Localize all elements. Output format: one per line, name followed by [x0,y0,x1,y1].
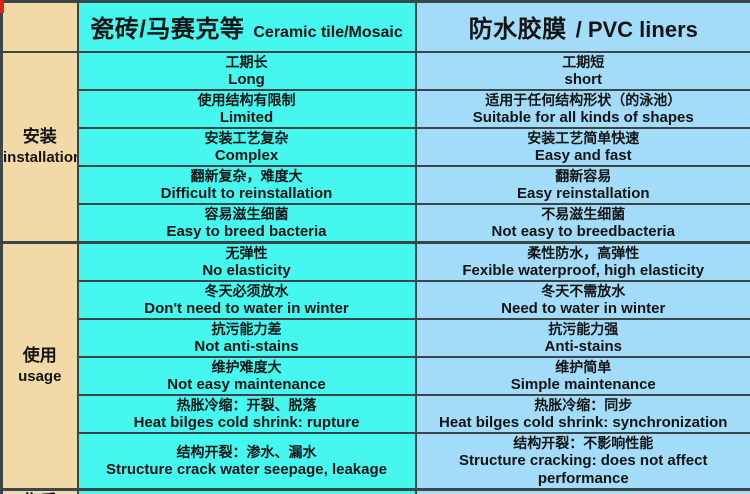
tile-attribute-cell: 容易滋生细菌 Easy to breed bacteria [76,202,417,243]
en-text: Need to water in winter [501,299,666,317]
pvc-header-en: / PVC liners [575,17,698,43]
pvc-attribute-cell: 工期短 short [414,50,750,91]
pvc-attribute-cell: 翻新容易 Easy reinstallation [414,164,750,205]
zh-text: 结构开裂：不影响性能 [513,434,654,451]
header-label-cell [0,0,79,53]
en-text: Not easy maintenance [167,375,326,393]
zh-text: 抗污能力差 [211,320,282,337]
tile-attribute-cell: 冬天必须放水 Don't need to water in winter [76,279,417,320]
en-text: Long [228,70,265,88]
zh-text: 热胀冷缩：同步 [534,396,633,413]
zh-text: 容易滋生细菌 [204,205,289,222]
pvc-attribute-cell: 柔性防水，高弹性 Fexible waterproof, high elasti… [414,240,750,282]
group-label-installation: 安装 installation [0,50,79,243]
table-row: 使用 usage 无弹性 No elasticity 柔性防水，高弹性 Fexi… [0,240,750,490]
zh-text: 柔性防水，高弹性 [527,244,640,261]
en-text: Anti-stains [544,337,622,355]
zh-text: 冬天必须放水 [204,282,289,299]
zh-text: 冬天不需放水 [541,282,626,299]
table-row: 安装工艺复杂 Complex 安装工艺简单快速 Easy and fast [2,126,750,167]
table-row: 售后 warranty 两三年需维护一次 Need to maintain tw… [0,487,750,494]
table-row: 翻新复杂，难度大 Difficult to reinstallation 翻新容… [2,164,750,205]
pvc-attribute-cell: 不易滋生细菌 Not easy to breedbacteria [414,202,750,243]
zh-text: 结构开裂：渗水、漏水 [176,443,317,460]
group-label-en: usage [18,367,62,385]
pvc-attribute-cell: 抗污能力强 Anti-stains [414,317,750,358]
tile-attribute-cell: 结构开裂：渗水、漏水 Structure crack water seepage… [76,431,417,490]
en-text: Complex [214,146,279,164]
pvc-header-zh: 防水胶膜 [468,16,567,44]
header-pvc-cell: 防水胶膜 / PVC liners [414,0,750,53]
en-text: Easy to breed bacteria [166,222,327,240]
tile-header-en: Ceramic tile/Mosaic [253,24,403,42]
en-text: Fexible waterproof, high elasticity [462,261,705,279]
table-row: 容易滋生细菌 Easy to breed bacteria 不易滋生细菌 Not… [2,202,750,243]
pvc-attribute-cell: 冬天不需放水 Need to water in winter [414,279,750,320]
zh-text: 翻新容易 [555,167,612,184]
zh-text: 适用于任何结构形状（的泳池） [485,91,682,108]
pvc-attribute-cell: 适用于任何结构形状（的泳池） Suitable for all kinds of… [414,88,750,129]
header-row: 瓷砖/马赛克等 Ceramic tile/Mosaic 防水胶膜 / PVC l… [0,0,750,53]
tile-attribute-cell: 热胀冷缩：开裂、脱落 Heat bilges cold shrink: rupt… [76,393,417,434]
zh-text: 热胀冷缩：开裂、脱落 [176,396,317,413]
group-label-zh: 售后 [4,492,76,494]
tile-attribute-cell: 维护难度大 Not easy maintenance [76,355,417,396]
en-text: Limited [219,108,274,126]
group-label-warranty: 售后 warranty [0,487,79,494]
table-row: 热胀冷缩：开裂、脱落 Heat bilges cold shrink: rupt… [2,393,750,434]
en-text: Structure cracking: does not affect perf… [459,451,708,487]
table-row: 冬天必须放水 Don't need to water in winter 冬天不… [2,279,750,320]
en-text: No elasticity [202,261,291,279]
group-label-usage: 使用 usage [0,240,79,490]
pvc-attribute-cell: 结构开裂：不影响性能 Structure cracking: does not … [414,431,750,490]
table-row: 抗污能力差 Not anti-stains 抗污能力强 Anti-stains [2,317,750,358]
zh-text: 安装工艺复杂 [204,129,289,146]
en-text: Simple maintenance [510,375,656,393]
zh-text: 使用结构有限制 [197,91,296,108]
en-text: Easy and fast [534,146,632,164]
table-row: 使用结构有限制 Limited 适用于任何结构形状（的泳池） Suitable … [2,88,750,129]
tile-attribute-cell: 抗污能力差 Not anti-stains [76,317,417,358]
tile-attribute-cell: 无弹性 No elasticity [76,240,417,282]
group-label-zh: 使用 [22,345,57,365]
zh-text: 安装工艺简单快速 [527,129,640,146]
en-text: Not easy to breedbacteria [491,222,675,240]
header-tile-cell: 瓷砖/马赛克等 Ceramic tile/Mosaic [76,0,417,53]
zh-text: 维护简单 [555,358,612,375]
tile-attribute-cell: 两三年需维护一次 Need to maintain two or three y… [76,487,417,494]
en-text: Don't need to water in winter [144,299,349,317]
zh-text: 不易滋生细菌 [541,205,626,222]
en-text: Suitable for all kinds of shapes [472,108,694,126]
tile-attribute-cell: 工期长 Long [76,50,417,91]
zh-text: 翻新复杂，难度大 [190,167,303,184]
en-text: Not anti-stains [194,337,299,355]
tile-header-zh: 瓷砖/马赛克等 [90,16,245,44]
group-label-en: installation [3,148,78,166]
group-label-zh: 安装 [22,126,57,146]
en-text: Heat bilges cold shrink: rupture [133,413,360,431]
pvc-attribute-cell: 热胀冷缩：同步 Heat bilges cold shrink: synchro… [414,393,750,434]
zh-text: 工期短 [562,53,605,70]
table-row: 结构开裂：渗水、漏水 Structure crack water seepage… [2,431,750,490]
pvc-attribute-cell: 安装工艺简单快速 Easy and fast [414,126,750,167]
zh-text: 工期长 [225,53,268,70]
table-row: 维护难度大 Not easy maintenance 维护简单 Simple m… [2,355,750,396]
tile-attribute-cell: 翻新复杂，难度大 Difficult to reinstallation [76,164,417,205]
table-row: 安装 installation 工期长 Long 工期短 short [0,50,750,243]
en-text: Easy reinstallation [516,184,650,202]
pvc-attribute-cell: 维护简单 Simple maintenance [414,355,750,396]
en-text: Structure crack water seepage, leakage [106,460,387,478]
corner-red-mark [0,0,4,13]
en-text: Difficult to reinstallation [160,184,333,202]
en-text: Heat bilges cold shrink: synchronization [439,413,728,431]
zh-text: 维护难度大 [211,358,282,375]
tile-attribute-cell: 使用结构有限制 Limited [76,88,417,129]
en-text: short [564,70,603,88]
zh-text: 抗污能力强 [548,320,619,337]
tile-attribute-cell: 安装工艺复杂 Complex [76,126,417,167]
zh-text: 无弹性 [225,244,268,261]
pvc-attribute-cell: 长达15年的防水保证 15 years Waterproof guarantee [414,487,750,494]
